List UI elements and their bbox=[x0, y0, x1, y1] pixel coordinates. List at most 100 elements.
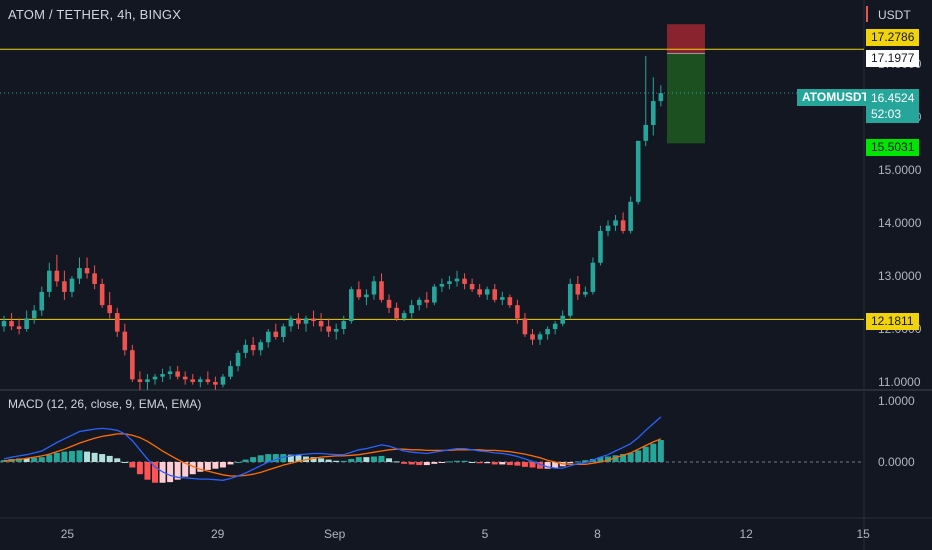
macd-histogram-bar bbox=[272, 454, 279, 462]
candle-body[interactable] bbox=[416, 299, 422, 306]
candle-body[interactable] bbox=[326, 326, 331, 332]
candle-body[interactable] bbox=[401, 313, 407, 319]
candle-body[interactable] bbox=[24, 318, 29, 329]
candle-body[interactable] bbox=[228, 366, 233, 377]
candle-body[interactable] bbox=[99, 283, 105, 306]
candle-body[interactable] bbox=[447, 281, 452, 284]
candle-body[interactable] bbox=[220, 376, 226, 385]
candle-body[interactable] bbox=[47, 270, 52, 292]
candle-body[interactable] bbox=[583, 291, 588, 295]
candle-body[interactable] bbox=[386, 299, 392, 308]
candle-body[interactable] bbox=[620, 220, 626, 231]
candle-body[interactable] bbox=[635, 140, 641, 202]
candle-body[interactable] bbox=[213, 382, 218, 385]
candle-body[interactable] bbox=[432, 286, 437, 303]
candle-body[interactable] bbox=[651, 101, 656, 125]
candle-body[interactable] bbox=[175, 371, 180, 377]
candle-body[interactable] bbox=[205, 379, 211, 382]
candle-body[interactable] bbox=[1, 321, 7, 327]
candle-body[interactable] bbox=[152, 376, 158, 380]
macd-histogram-bar bbox=[529, 462, 536, 468]
candle-body[interactable] bbox=[515, 305, 520, 319]
candle-body[interactable] bbox=[145, 379, 150, 382]
candle-body[interactable] bbox=[356, 289, 362, 298]
candle-body[interactable] bbox=[492, 289, 498, 300]
candle-body[interactable] bbox=[545, 329, 550, 335]
candle-body[interactable] bbox=[54, 270, 60, 282]
candle-body[interactable] bbox=[318, 321, 324, 327]
candle-body[interactable] bbox=[235, 352, 241, 367]
candle-body[interactable] bbox=[394, 307, 399, 319]
candle-body[interactable] bbox=[560, 315, 565, 324]
candle-body[interactable] bbox=[281, 326, 286, 337]
candle-body[interactable] bbox=[507, 297, 513, 306]
macd-histogram-bar bbox=[627, 452, 634, 462]
candle-body[interactable] bbox=[567, 283, 573, 316]
candle-body[interactable] bbox=[364, 294, 369, 298]
candle-body[interactable] bbox=[31, 310, 37, 319]
macd-line bbox=[3, 416, 662, 481]
candle-body[interactable] bbox=[477, 289, 482, 295]
candle-body[interactable] bbox=[643, 124, 649, 141]
candle-body[interactable] bbox=[439, 283, 445, 287]
symbol-badge[interactable]: ATOMUSDT bbox=[797, 89, 874, 106]
candle-body[interactable] bbox=[484, 289, 490, 295]
candle-body[interactable] bbox=[77, 268, 82, 279]
candle-body[interactable] bbox=[167, 371, 173, 375]
candle-body[interactable] bbox=[250, 344, 256, 351]
candle-body[interactable] bbox=[62, 281, 67, 292]
candle-body[interactable] bbox=[537, 334, 543, 340]
candle-body[interactable] bbox=[84, 268, 90, 274]
candle-body[interactable] bbox=[371, 281, 377, 295]
price-tick-label: 15.0000 bbox=[878, 163, 922, 177]
last-price-value: 16.4524 bbox=[871, 91, 915, 105]
macd-histogram-bar bbox=[46, 454, 53, 462]
candle-body[interactable] bbox=[613, 220, 618, 226]
candle-body[interactable] bbox=[530, 334, 535, 340]
candle-body[interactable] bbox=[454, 278, 460, 282]
candle-body[interactable] bbox=[303, 318, 309, 324]
candle-body[interactable] bbox=[243, 344, 248, 353]
candle-body[interactable] bbox=[379, 281, 384, 300]
candle-body[interactable] bbox=[258, 342, 263, 351]
candle-body[interactable] bbox=[590, 262, 596, 292]
candle-body[interactable] bbox=[160, 374, 165, 377]
candle-body[interactable] bbox=[462, 278, 467, 284]
candle-body[interactable] bbox=[341, 321, 347, 329]
candle-body[interactable] bbox=[137, 379, 143, 382]
candle-body[interactable] bbox=[130, 350, 135, 380]
candle-body[interactable] bbox=[107, 305, 112, 314]
candle-body[interactable] bbox=[265, 331, 271, 343]
candle-body[interactable] bbox=[296, 318, 301, 324]
candle-body[interactable] bbox=[552, 323, 558, 329]
candle-body[interactable] bbox=[198, 379, 203, 382]
candle-body[interactable] bbox=[424, 299, 430, 303]
stop-loss-zone[interactable] bbox=[667, 24, 705, 54]
candle-body[interactable] bbox=[575, 283, 581, 295]
candle-body[interactable] bbox=[16, 326, 22, 329]
candle-body[interactable] bbox=[114, 313, 120, 332]
take-profit-zone[interactable] bbox=[667, 53, 705, 144]
candle-body[interactable] bbox=[69, 278, 75, 292]
candle-body[interactable] bbox=[9, 321, 14, 327]
candle-body[interactable] bbox=[288, 318, 294, 327]
candle-body[interactable] bbox=[273, 331, 279, 337]
candle-body[interactable] bbox=[500, 297, 505, 300]
candle-body[interactable] bbox=[190, 379, 196, 382]
macd-indicator-label[interactable]: MACD (12, 26, close, 9, EMA, EMA) bbox=[8, 397, 202, 411]
candle-body[interactable] bbox=[349, 289, 354, 322]
candle-body[interactable] bbox=[409, 305, 414, 314]
candle-body[interactable] bbox=[469, 283, 475, 290]
candle-body[interactable] bbox=[311, 318, 316, 322]
candle-body[interactable] bbox=[122, 331, 128, 351]
candle-body[interactable] bbox=[628, 201, 633, 231]
candle-body[interactable] bbox=[333, 329, 339, 332]
candle-body[interactable] bbox=[92, 273, 97, 284]
candle-body[interactable] bbox=[605, 225, 611, 231]
candle-body[interactable] bbox=[658, 93, 664, 102]
candle-body[interactable] bbox=[182, 376, 188, 380]
candle-body[interactable] bbox=[39, 291, 45, 311]
candle-body[interactable] bbox=[522, 318, 528, 335]
candle-body[interactable] bbox=[598, 230, 603, 263]
